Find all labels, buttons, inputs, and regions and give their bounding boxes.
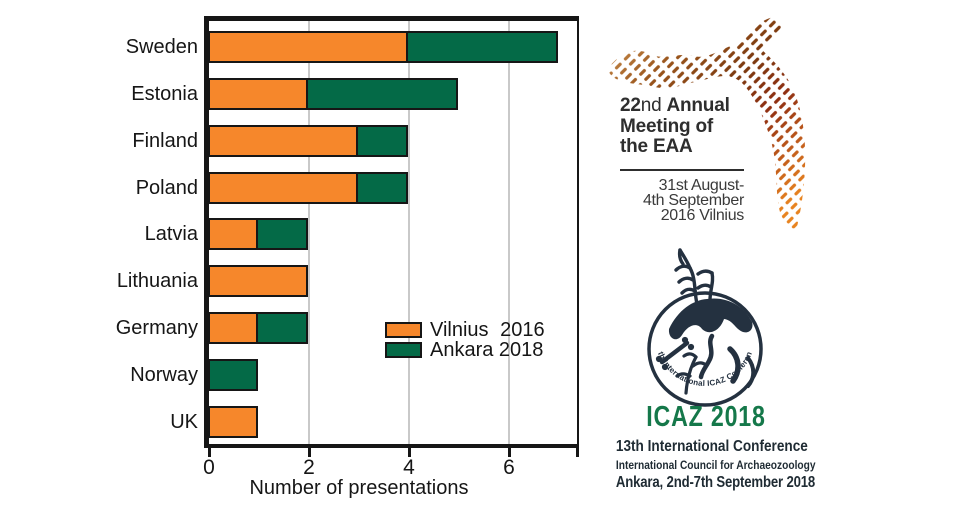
icaz-subtitle-conference: 13th International Conference bbox=[615, 438, 808, 455]
x-tick-4 bbox=[408, 448, 411, 457]
legend-swatch-vilnius bbox=[385, 322, 422, 338]
bar-segment-vilnius-2016 bbox=[208, 124, 358, 157]
icaz-subtitle-location: Ankara, 2nd-7th September 2018 bbox=[615, 474, 816, 491]
x-tick-0 bbox=[208, 448, 211, 457]
category-label-estonia: Estonia bbox=[131, 82, 198, 105]
category-label-finland: Finland bbox=[132, 129, 198, 152]
eaa-date-line3: 2016 Vilnius bbox=[660, 206, 745, 224]
x-axis-title: Number of presentations bbox=[249, 477, 469, 499]
bar-latvia bbox=[208, 218, 308, 251]
bar-finland bbox=[208, 124, 408, 157]
eaa-dates: 31st August- 4th September 2016 Vilnius bbox=[620, 176, 745, 224]
eaa-title-line3: the EAA bbox=[620, 136, 693, 157]
bar-norway bbox=[208, 358, 258, 391]
bar-segment-vilnius-2016 bbox=[208, 77, 308, 110]
bar-segment-vilnius-2016 bbox=[208, 31, 408, 63]
bar-segment-vilnius-2016 bbox=[208, 171, 358, 204]
bar-segment-ankara-2018 bbox=[208, 358, 258, 391]
eaa-text-block: 22nd Annual Meeting of the EAA 31st Augus… bbox=[620, 95, 746, 224]
eaa-title: 22nd Annual Meeting of the EAA bbox=[620, 95, 746, 158]
x-tick-end bbox=[576, 448, 579, 457]
eaa-date-line2: 4th September bbox=[642, 191, 744, 209]
bar-segment-ankara-2018 bbox=[406, 31, 558, 63]
bar-segment-vilnius-2016 bbox=[208, 265, 308, 298]
category-label-sweden: Sweden bbox=[125, 36, 198, 58]
bar-estonia bbox=[208, 77, 458, 110]
icaz-title: ICAZ 2018 bbox=[646, 401, 766, 433]
gridline-6 bbox=[508, 21, 510, 444]
presentations-chart: Sweden Estonia Finland Poland Latvia Lithuani… bbox=[115, 16, 579, 499]
legend-label-ankara: Ankara 2018 bbox=[430, 339, 544, 361]
eaa-hatched-swoosh-icon bbox=[608, 17, 806, 229]
chart-legend: Vilnius 2016 Ankara 2018 bbox=[385, 320, 545, 360]
eaa-divider bbox=[620, 168, 744, 171]
legend-item-vilnius: Vilnius 2016 bbox=[385, 320, 545, 340]
category-label-uk: UK bbox=[170, 410, 198, 433]
eaa-title-line1: 22nd Annual bbox=[620, 95, 730, 116]
bar-poland bbox=[208, 171, 408, 204]
category-label-latvia: Latvia bbox=[144, 223, 198, 246]
x-tick-2 bbox=[308, 448, 311, 457]
gridline-2 bbox=[308, 21, 310, 444]
bar-segment-ankara-2018 bbox=[356, 171, 408, 204]
legend-swatch-ankara bbox=[385, 342, 422, 358]
bar-segment-vilnius-2016 bbox=[208, 218, 258, 251]
x-tick-label-6: 6 bbox=[503, 456, 515, 479]
category-label-poland: Poland bbox=[135, 176, 198, 199]
x-axis-line bbox=[204, 444, 579, 448]
x-tick-label-0: 0 bbox=[203, 456, 215, 479]
bar-uk bbox=[208, 405, 258, 438]
bar-sweden bbox=[208, 31, 558, 63]
category-label-norway: Norway bbox=[130, 363, 198, 386]
legend-label-vilnius: Vilnius 2016 bbox=[430, 319, 545, 341]
bar-segment-vilnius-2016 bbox=[208, 405, 258, 438]
x-tick-6 bbox=[508, 448, 511, 457]
bar-segment-ankara-2018 bbox=[256, 312, 308, 345]
icaz-2018-logo: 13th International ICAZ Conference ICAZ … bbox=[600, 243, 816, 492]
eaa-date-line1: 31st August- bbox=[658, 176, 745, 194]
x-tick-label-2: 2 bbox=[303, 456, 315, 479]
bar-segment-ankara-2018 bbox=[356, 124, 408, 157]
icaz-subtitle-council: International Council for Archaeozoology bbox=[615, 458, 816, 472]
bar-germany bbox=[208, 312, 308, 345]
bar-lithuania bbox=[208, 265, 308, 298]
eaa-title-line2: Meeting of bbox=[620, 115, 713, 137]
gridline-4 bbox=[408, 21, 410, 444]
bar-segment-vilnius-2016 bbox=[208, 312, 258, 345]
category-label-germany: Germany bbox=[115, 317, 198, 340]
legend-item-ankara: Ankara 2018 bbox=[385, 340, 545, 360]
category-label-lithuania: Lithuania bbox=[116, 270, 198, 293]
icaz-deer-emblem-icon: 13th International ICAZ Conference bbox=[636, 243, 763, 407]
x-tick-label-4: 4 bbox=[403, 456, 415, 479]
eaa-vilnius-2016-logo: 22nd Annual Meeting of the EAA 31st Augus… bbox=[600, 0, 830, 250]
bar-segment-ankara-2018 bbox=[306, 77, 458, 110]
bar-segment-ankara-2018 bbox=[256, 218, 308, 251]
